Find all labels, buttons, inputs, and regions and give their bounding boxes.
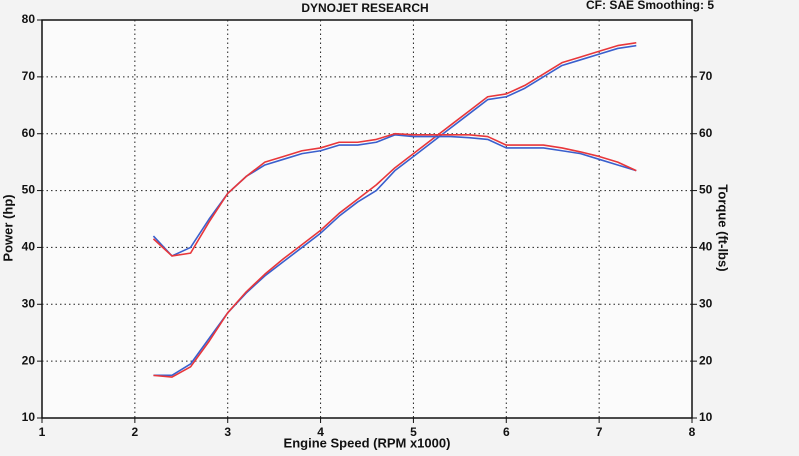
- y-tick-label: 40: [22, 240, 36, 254]
- y2-tick-label: 20: [699, 353, 713, 367]
- x-axis-title: Engine Speed (RPM x1000): [284, 435, 451, 450]
- x-tick-label: 2: [132, 425, 139, 439]
- y-axis-title: Power (hp): [0, 194, 15, 261]
- line-series: [152, 132, 637, 257]
- y-tick-label: 20: [22, 353, 36, 367]
- x-tick-label: 7: [596, 425, 603, 439]
- y-tick-label: 60: [22, 126, 36, 140]
- y-tick-label: 30: [22, 296, 36, 310]
- line-series: [153, 41, 637, 378]
- x-tick-label: 3: [224, 425, 231, 439]
- x-tick-label: 4: [317, 425, 324, 439]
- y-tick-label: 80: [22, 12, 36, 26]
- x-tick-label: 6: [503, 425, 510, 439]
- y-tick-label: 70: [22, 69, 36, 83]
- chart-subtitle: CF: SAE Smoothing: 5: [586, 0, 714, 12]
- y2-tick-label: 40: [699, 240, 713, 254]
- x-tick-label: 1: [39, 425, 46, 439]
- y2-tick-label: 70: [699, 69, 713, 83]
- y-tick-label: 50: [22, 183, 36, 197]
- y2-axis-title: Torque (ft-lbs): [716, 184, 731, 271]
- y2-tick-label: 30: [699, 296, 713, 310]
- y2-tick-label: 10: [699, 410, 713, 424]
- y2-tick-label: 50: [699, 183, 713, 197]
- y2-tick-label: 60: [699, 126, 713, 140]
- x-tick-label: 8: [689, 425, 696, 439]
- y-tick-label: 10: [22, 410, 36, 424]
- plot-frame: [41, 19, 693, 419]
- chart-title: DYNOJET RESEARCH: [301, 1, 428, 15]
- x-tick-label: 5: [410, 425, 417, 439]
